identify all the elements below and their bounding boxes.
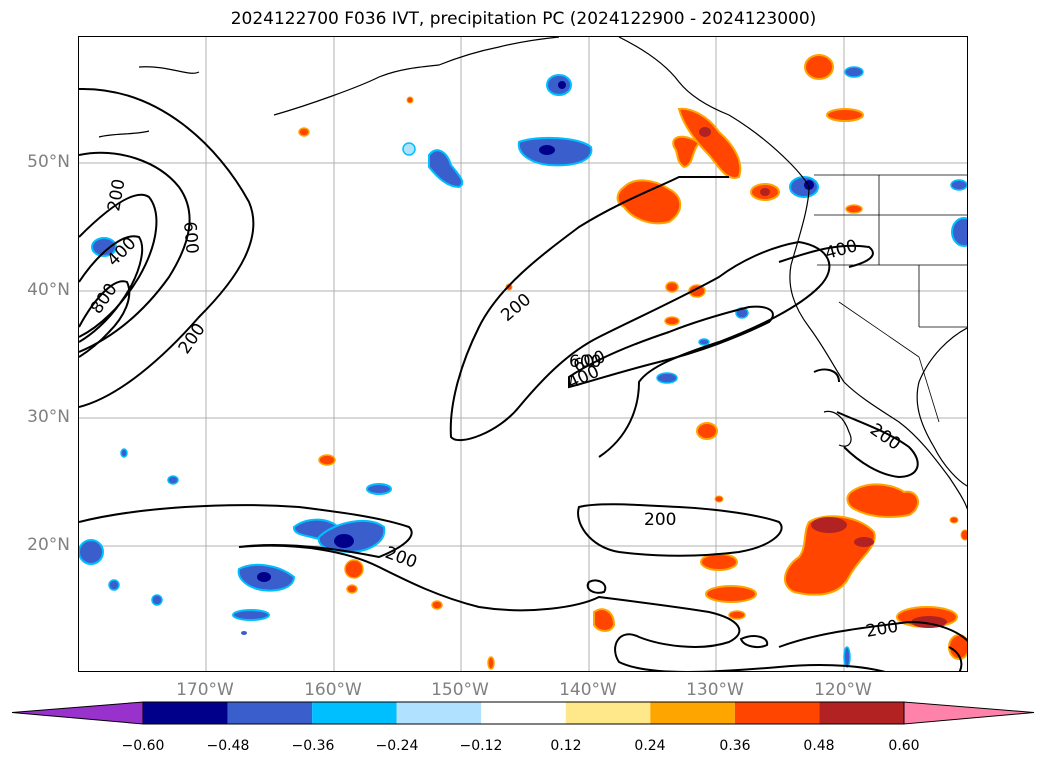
colorbar-segment bbox=[143, 702, 228, 724]
lat-label-30n: 30°N bbox=[27, 407, 70, 427]
contour-label: 200 bbox=[866, 420, 904, 455]
map-title: 2024122700 F036 IVT, precipitation PC (2… bbox=[230, 9, 817, 29]
colorbar-min-extension bbox=[11, 701, 144, 725]
colorbar bbox=[11, 701, 1035, 725]
contour-label: 200 bbox=[497, 290, 535, 326]
colorbar-segment bbox=[734, 702, 820, 724]
map-panel: 200 400 600 800 600 200 200 400 600 400 … bbox=[78, 36, 968, 672]
colorbar-segment bbox=[481, 702, 566, 724]
lon-label-150w: 150°W bbox=[431, 680, 489, 700]
ivt-contours bbox=[79, 87, 967, 671]
map-canvas: 200 400 600 800 600 200 200 400 600 400 … bbox=[79, 37, 967, 671]
contour-label: 200 bbox=[864, 617, 899, 642]
colorbar-tick-label: −0.24 bbox=[375, 738, 419, 754]
colorbar-segment bbox=[312, 702, 397, 724]
colorbar-tick-label: −0.48 bbox=[206, 738, 250, 754]
colorbar-segment bbox=[396, 702, 482, 724]
lon-label-120w: 120°W bbox=[814, 680, 872, 700]
lon-label-170w: 170°W bbox=[176, 680, 234, 700]
lon-label-160w: 160°W bbox=[304, 680, 362, 700]
contour-label: 400 bbox=[823, 236, 860, 264]
lon-label-130w: 130°W bbox=[686, 680, 744, 700]
contour-label: 200 bbox=[175, 320, 210, 358]
colorbar-tick-label: 0.24 bbox=[634, 738, 666, 754]
colorbar-segment bbox=[565, 702, 651, 724]
colorbar-max-extension bbox=[903, 701, 1035, 725]
colorbar-tick-label: 0.60 bbox=[888, 738, 920, 754]
contour-label: 800 bbox=[87, 280, 122, 318]
colorbar-segments bbox=[142, 701, 905, 725]
contour-label: 200 bbox=[104, 177, 129, 212]
lon-label-140w: 140°W bbox=[559, 680, 617, 700]
contour-label: 600 bbox=[179, 221, 202, 255]
colorbar-tick-label: −0.12 bbox=[459, 738, 503, 754]
colorbar-segment bbox=[650, 702, 735, 724]
colorbar-tick-label: 0.48 bbox=[803, 738, 835, 754]
colorbar-tick-label: −0.60 bbox=[121, 738, 165, 754]
contour-label: 200 bbox=[644, 510, 676, 530]
lat-label-50n: 50°N bbox=[27, 152, 70, 172]
coastlines bbox=[98, 37, 967, 510]
colorbar-tick-label: 0.12 bbox=[550, 738, 582, 754]
colorbar-tick-label: −0.36 bbox=[291, 738, 335, 754]
contour-labels: 200 400 600 800 600 200 200 400 600 400 … bbox=[87, 177, 904, 641]
contour-label: 200 bbox=[382, 543, 419, 573]
lat-label-40n: 40°N bbox=[27, 280, 70, 300]
colorbar-tick-label: 0.36 bbox=[719, 738, 751, 754]
lat-label-20n: 20°N bbox=[27, 535, 70, 555]
negative-precip-regions bbox=[79, 66, 967, 668]
borders bbox=[814, 174, 967, 423]
contour-label: 600 bbox=[569, 352, 601, 372]
colorbar-segment bbox=[227, 702, 313, 724]
colorbar-segment bbox=[819, 702, 904, 724]
positive-precip-regions bbox=[298, 54, 967, 670]
